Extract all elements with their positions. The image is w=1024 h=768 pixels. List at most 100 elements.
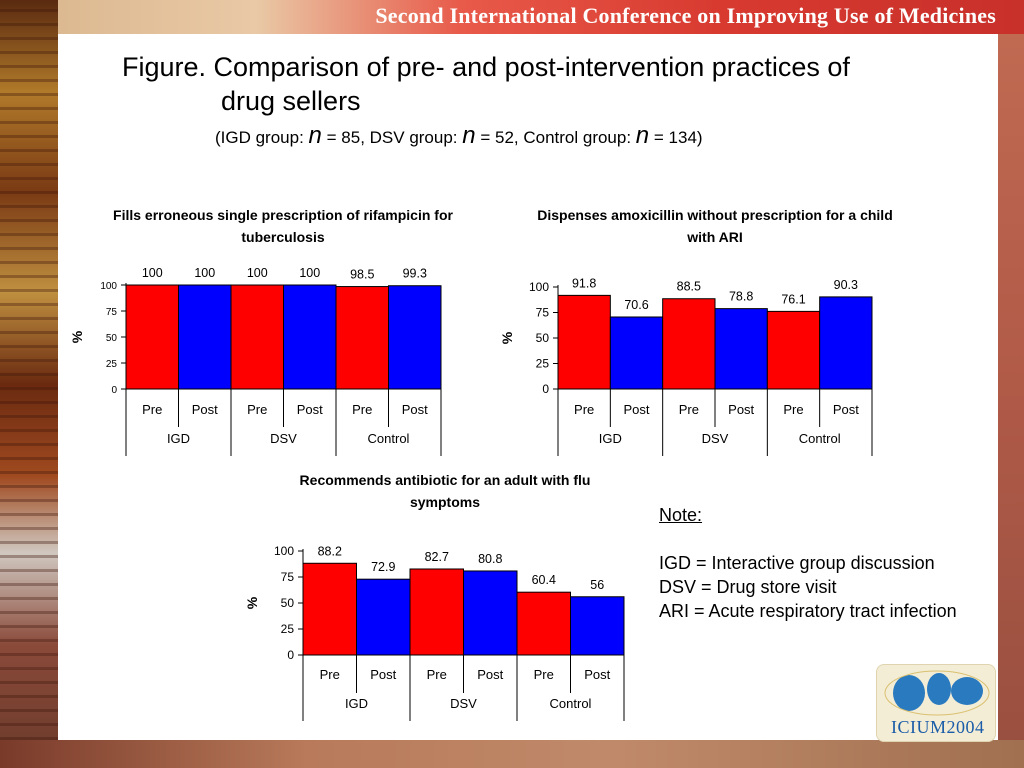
bar-control-pre bbox=[766, 310, 821, 390]
x-category-label: Pre bbox=[679, 402, 699, 417]
subtitle-text: = 85, DSV group: bbox=[321, 128, 463, 147]
y-tick-label: 25 bbox=[536, 357, 550, 371]
data-label: 76.1 bbox=[781, 292, 805, 306]
figure-title-line1: Figure. Comparison of pre- and post-inte… bbox=[122, 52, 850, 82]
x-category-label: Pre bbox=[142, 402, 162, 417]
y-axis-label: % bbox=[244, 596, 260, 609]
data-label: 99.3 bbox=[403, 267, 427, 281]
note-line-dsv: DSV = Drug store visit bbox=[659, 577, 837, 597]
subtitle-text: = 52, Control group: bbox=[475, 128, 636, 147]
data-label: 98.5 bbox=[350, 268, 374, 282]
y-tick-label: 100 bbox=[529, 280, 549, 294]
y-tick-label: 0 bbox=[111, 385, 117, 396]
x-category-label: Post bbox=[728, 402, 754, 417]
x-category-label: Pre bbox=[427, 667, 447, 682]
data-label: 70.6 bbox=[624, 298, 648, 312]
x-category-label: Post bbox=[402, 402, 428, 417]
chart-title: tuberculosis bbox=[241, 229, 324, 245]
bar-igd-post bbox=[178, 284, 232, 390]
bar-igd-pre bbox=[125, 284, 179, 390]
subtitle-text: = 134) bbox=[649, 128, 703, 147]
x-category-label: Pre bbox=[574, 402, 594, 417]
data-label: 80.8 bbox=[478, 552, 502, 566]
data-label: 82.7 bbox=[425, 550, 449, 564]
subtitle-text: (IGD group: bbox=[215, 128, 309, 147]
subtitle-n: n bbox=[635, 122, 650, 149]
y-tick-label: 75 bbox=[281, 570, 295, 584]
data-label: 100 bbox=[299, 266, 320, 280]
decorative-left-art bbox=[0, 0, 58, 768]
figure-title-line2: drug sellers bbox=[221, 86, 361, 116]
note-box: Note: IGD = Interactive group discussion… bbox=[659, 503, 957, 623]
logo-wordmark: ICIUM2004 bbox=[891, 717, 985, 737]
data-label: 100 bbox=[194, 266, 215, 280]
x-category-label: Pre bbox=[352, 402, 372, 417]
bar-control-post bbox=[570, 596, 625, 656]
chart-title: symptoms bbox=[410, 494, 480, 510]
data-label: 91.8 bbox=[572, 276, 596, 290]
note-line-igd: IGD = Interactive group discussion bbox=[659, 553, 935, 573]
data-label: 72.9 bbox=[371, 560, 395, 574]
y-tick-label: 75 bbox=[106, 307, 118, 318]
data-label: 60.4 bbox=[532, 573, 556, 587]
chart-title: Fills erroneous single prescription of r… bbox=[113, 207, 453, 223]
x-group-label: IGD bbox=[599, 431, 622, 446]
y-tick-label: 100 bbox=[100, 281, 117, 292]
bar-igd-post bbox=[609, 316, 664, 390]
x-category-label: Post bbox=[370, 667, 396, 682]
x-category-label: Post bbox=[584, 667, 610, 682]
y-tick-label: 25 bbox=[281, 622, 295, 636]
y-tick-label: 75 bbox=[536, 306, 550, 320]
x-group-label: Control bbox=[550, 696, 592, 711]
chart-title: with ARI bbox=[686, 229, 742, 245]
chart-title: Recommends antibiotic for an adult with … bbox=[300, 472, 591, 488]
data-label: 88.2 bbox=[318, 544, 342, 558]
y-axis-label: % bbox=[499, 331, 515, 344]
bar-dsv-post bbox=[283, 284, 337, 390]
y-tick-label: 50 bbox=[281, 596, 295, 610]
x-group-label: DSV bbox=[702, 431, 729, 446]
data-label: 78.8 bbox=[729, 290, 753, 304]
subtitle-n: n bbox=[462, 122, 476, 149]
data-label: 100 bbox=[142, 266, 163, 280]
banner-title: Second International Conference on Impro… bbox=[375, 3, 996, 28]
bar-control-pre bbox=[516, 591, 571, 656]
conference-banner: Second International Conference on Impro… bbox=[0, 0, 1024, 34]
x-category-label: Post bbox=[192, 402, 218, 417]
data-label: 90.3 bbox=[834, 278, 858, 292]
y-tick-label: 25 bbox=[106, 359, 118, 370]
note-heading: Note: bbox=[659, 505, 703, 525]
chart-antibiotic-flu: Recommends antibiotic for an adult with … bbox=[244, 472, 625, 721]
x-category-label: Post bbox=[623, 402, 649, 417]
subtitle-n: n bbox=[308, 122, 322, 149]
bar-igd-post bbox=[356, 578, 411, 656]
bar-control-post bbox=[819, 296, 873, 390]
bar-dsv-pre bbox=[230, 284, 284, 390]
y-tick-label: 100 bbox=[274, 544, 294, 558]
x-group-label: IGD bbox=[345, 696, 368, 711]
bar-dsv-pre bbox=[662, 298, 716, 390]
y-axis-label: % bbox=[69, 330, 85, 343]
y-tick-label: 0 bbox=[287, 648, 294, 662]
bar-dsv-pre bbox=[409, 568, 464, 656]
x-group-label: IGD bbox=[167, 431, 190, 446]
decorative-right-edge bbox=[998, 34, 1024, 740]
bar-igd-pre bbox=[302, 562, 357, 656]
bar-igd-pre bbox=[557, 294, 611, 390]
world-map-icon bbox=[884, 670, 990, 716]
x-group-label: DSV bbox=[270, 431, 297, 446]
data-label: 88.5 bbox=[677, 280, 701, 294]
bar-dsv-post bbox=[463, 570, 518, 656]
y-tick-label: 50 bbox=[106, 333, 118, 344]
data-label: 56 bbox=[590, 578, 604, 592]
figure-subtitle: (IGD group: n = 85, DSV group: n = 52, C… bbox=[215, 122, 703, 150]
chart-title: Dispenses amoxicillin without prescripti… bbox=[537, 207, 893, 223]
chart-amoxicillin: Dispenses amoxicillin without prescripti… bbox=[499, 207, 893, 456]
icium-logo: ICIUM2004 bbox=[876, 664, 996, 742]
y-tick-label: 50 bbox=[536, 331, 550, 345]
x-category-label: Post bbox=[833, 402, 859, 417]
x-group-label: Control bbox=[368, 431, 410, 446]
bar-control-post bbox=[388, 285, 442, 390]
bar-dsv-post bbox=[714, 308, 768, 390]
decorative-bottom-art bbox=[0, 740, 1024, 768]
